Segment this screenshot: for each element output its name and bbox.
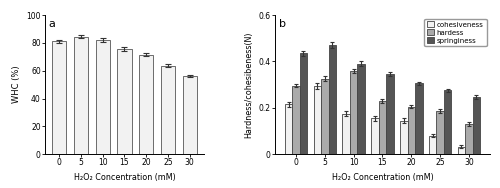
Text: a: a (48, 19, 55, 29)
Bar (96, 40, 110, 154)
Bar (314, 86, 321, 154)
Bar (400, 121, 407, 154)
Y-axis label: Hardness/cohesibeness(N): Hardness/cohesibeness(N) (244, 31, 253, 138)
Bar (300, 53, 307, 154)
Bar (182, 76, 196, 154)
X-axis label: H₂O₂ Concentration (mM): H₂O₂ Concentration (mM) (74, 173, 176, 182)
Bar (458, 147, 465, 154)
Bar (342, 114, 350, 154)
Bar (52, 42, 66, 154)
Bar (321, 79, 328, 154)
X-axis label: H₂O₂ Concentration (mM): H₂O₂ Concentration (mM) (332, 173, 434, 182)
Bar (358, 64, 365, 154)
Bar (378, 101, 386, 154)
Bar (444, 90, 452, 154)
Bar (328, 45, 336, 154)
Bar (292, 86, 300, 154)
Bar (436, 111, 444, 154)
Text: b: b (280, 19, 286, 29)
Bar (415, 83, 422, 154)
Bar (161, 66, 175, 154)
Bar (386, 74, 394, 154)
Legend: cohesiveness, hardess, springiness: cohesiveness, hardess, springiness (424, 18, 486, 46)
Bar (408, 107, 415, 154)
Bar (465, 124, 472, 154)
Bar (472, 97, 480, 154)
Bar (118, 49, 132, 154)
Bar (74, 37, 88, 154)
Y-axis label: WHC (%): WHC (%) (12, 66, 21, 103)
Bar (429, 136, 436, 154)
Bar (350, 71, 358, 154)
Bar (371, 118, 378, 154)
Bar (139, 55, 154, 154)
Bar (285, 104, 292, 154)
